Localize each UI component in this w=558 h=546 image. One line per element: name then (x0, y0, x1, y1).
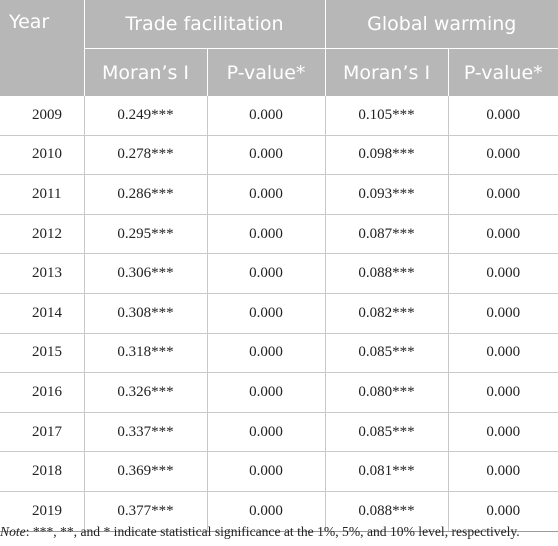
tf-moran-cell: 0.326*** (84, 372, 208, 413)
gw-pvalue-header: P-value* (448, 48, 558, 96)
gw-moran-cell: 0.105*** (325, 96, 449, 136)
tf-moran-cell: 0.308*** (84, 293, 208, 334)
year-cell: 2016 (0, 372, 85, 413)
year-column-header: Year (0, 0, 85, 96)
gw-moran-cell: 0.088*** (325, 253, 449, 294)
gw-pvalue-cell: 0.000 (448, 491, 558, 532)
tf-pvalue-cell: 0.000 (207, 174, 326, 215)
tf-pvalue-cell: 0.000 (207, 293, 326, 334)
table-row: 2014 0.308*** 0.000 0.082*** 0.000 (0, 293, 558, 334)
gw-moran-cell: 0.082*** (325, 293, 449, 334)
tf-pvalue-cell: 0.000 (207, 214, 326, 255)
tf-pvalue-cell: 0.000 (207, 372, 326, 413)
year-cell: 2015 (0, 333, 85, 374)
gw-moran-cell: 0.093*** (325, 174, 449, 215)
tf-moran-cell: 0.306*** (84, 253, 208, 294)
tf-pvalue-cell: 0.000 (207, 451, 326, 492)
gw-pvalue-cell: 0.000 (448, 96, 558, 136)
gw-moran-header: Moran’s I (325, 48, 449, 96)
year-cell: 2017 (0, 412, 85, 453)
tf-pvalue-cell: 0.000 (207, 253, 326, 294)
note-text: : ***, **, and * indicate statistical si… (25, 524, 520, 539)
year-cell: 2013 (0, 253, 85, 294)
gw-pvalue-cell: 0.000 (448, 174, 558, 215)
moran-table: Year Trade facilitation Global warming M… (0, 0, 558, 532)
gw-pvalue-cell: 0.000 (448, 214, 558, 255)
year-cell: 2009 (0, 96, 85, 136)
gw-moran-cell: 0.088*** (325, 491, 449, 532)
tf-moran-cell: 0.377*** (84, 491, 208, 532)
tf-pvalue-cell: 0.000 (207, 96, 326, 136)
table-header: Year Trade facilitation Global warming M… (0, 0, 558, 96)
gw-pvalue-cell: 0.000 (448, 293, 558, 334)
table-row: 2018 0.369*** 0.000 0.081*** 0.000 (0, 451, 558, 492)
table-body: 2009 0.249*** 0.000 0.105*** 0.000 2010 0.278*… (0, 96, 558, 532)
tf-moran-header: Moran’s I (84, 48, 208, 96)
tf-moran-cell: 0.337*** (84, 412, 208, 453)
year-cell: 2019 (0, 491, 85, 532)
note-label: Note (0, 524, 26, 539)
table-row: 2009 0.249*** 0.000 0.105*** 0.000 (0, 96, 558, 136)
year-cell: 2014 (0, 293, 85, 334)
table-row: 2013 0.306*** 0.000 0.088*** 0.000 (0, 253, 558, 294)
tf-moran-cell: 0.295*** (84, 214, 208, 255)
year-cell: 2010 (0, 135, 85, 176)
table-row: 2016 0.326*** 0.000 0.080*** 0.000 (0, 372, 558, 413)
table-row: 2015 0.318*** 0.000 0.085*** 0.000 (0, 333, 558, 374)
header-row-metrics: Moran’s I P-value* Moran’s I P-value* (0, 48, 558, 96)
tf-pvalue-cell: 0.000 (207, 412, 326, 453)
tf-pvalue-cell: 0.000 (207, 333, 326, 374)
trade-facilitation-header: Trade facilitation (84, 0, 326, 49)
gw-pvalue-cell: 0.000 (448, 135, 558, 176)
gw-moran-cell: 0.098*** (325, 135, 449, 176)
header-row-groups: Year Trade facilitation Global warming (0, 0, 558, 96)
gw-moran-cell: 0.080*** (325, 372, 449, 413)
gw-pvalue-cell: 0.000 (448, 253, 558, 294)
tf-moran-cell: 0.278*** (84, 135, 208, 176)
gw-moran-cell: 0.085*** (325, 412, 449, 453)
year-cell: 2012 (0, 214, 85, 255)
gw-pvalue-cell: 0.000 (448, 412, 558, 453)
gw-moran-cell: 0.081*** (325, 451, 449, 492)
gw-pvalue-cell: 0.000 (448, 333, 558, 374)
tf-moran-cell: 0.369*** (84, 451, 208, 492)
tf-moran-cell: 0.318*** (84, 333, 208, 374)
table-row: 2010 0.278*** 0.000 0.098*** 0.000 (0, 135, 558, 176)
tf-pvalue-cell: 0.000 (207, 491, 326, 532)
table-row: 2011 0.286*** 0.000 0.093*** 0.000 (0, 174, 558, 215)
gw-pvalue-cell: 0.000 (448, 372, 558, 413)
gw-pvalue-cell: 0.000 (448, 451, 558, 492)
tf-pvalue-cell: 0.000 (207, 135, 326, 176)
tf-moran-cell: 0.286*** (84, 174, 208, 215)
tf-pvalue-header: P-value* (207, 48, 326, 96)
gw-moran-cell: 0.085*** (325, 333, 449, 374)
year-cell: 2018 (0, 451, 85, 492)
tf-moran-cell: 0.249*** (84, 96, 208, 136)
table-note: Note: ***, **, and * indicate statistica… (0, 524, 558, 540)
gw-moran-cell: 0.087*** (325, 214, 449, 255)
table-row: 2012 0.295*** 0.000 0.087*** 0.000 (0, 214, 558, 255)
year-cell: 2011 (0, 174, 85, 215)
table-row: 2017 0.337*** 0.000 0.085*** 0.000 (0, 412, 558, 453)
global-warming-header: Global warming (325, 0, 558, 49)
table-row: 2019 0.377*** 0.000 0.088*** 0.000 (0, 491, 558, 532)
